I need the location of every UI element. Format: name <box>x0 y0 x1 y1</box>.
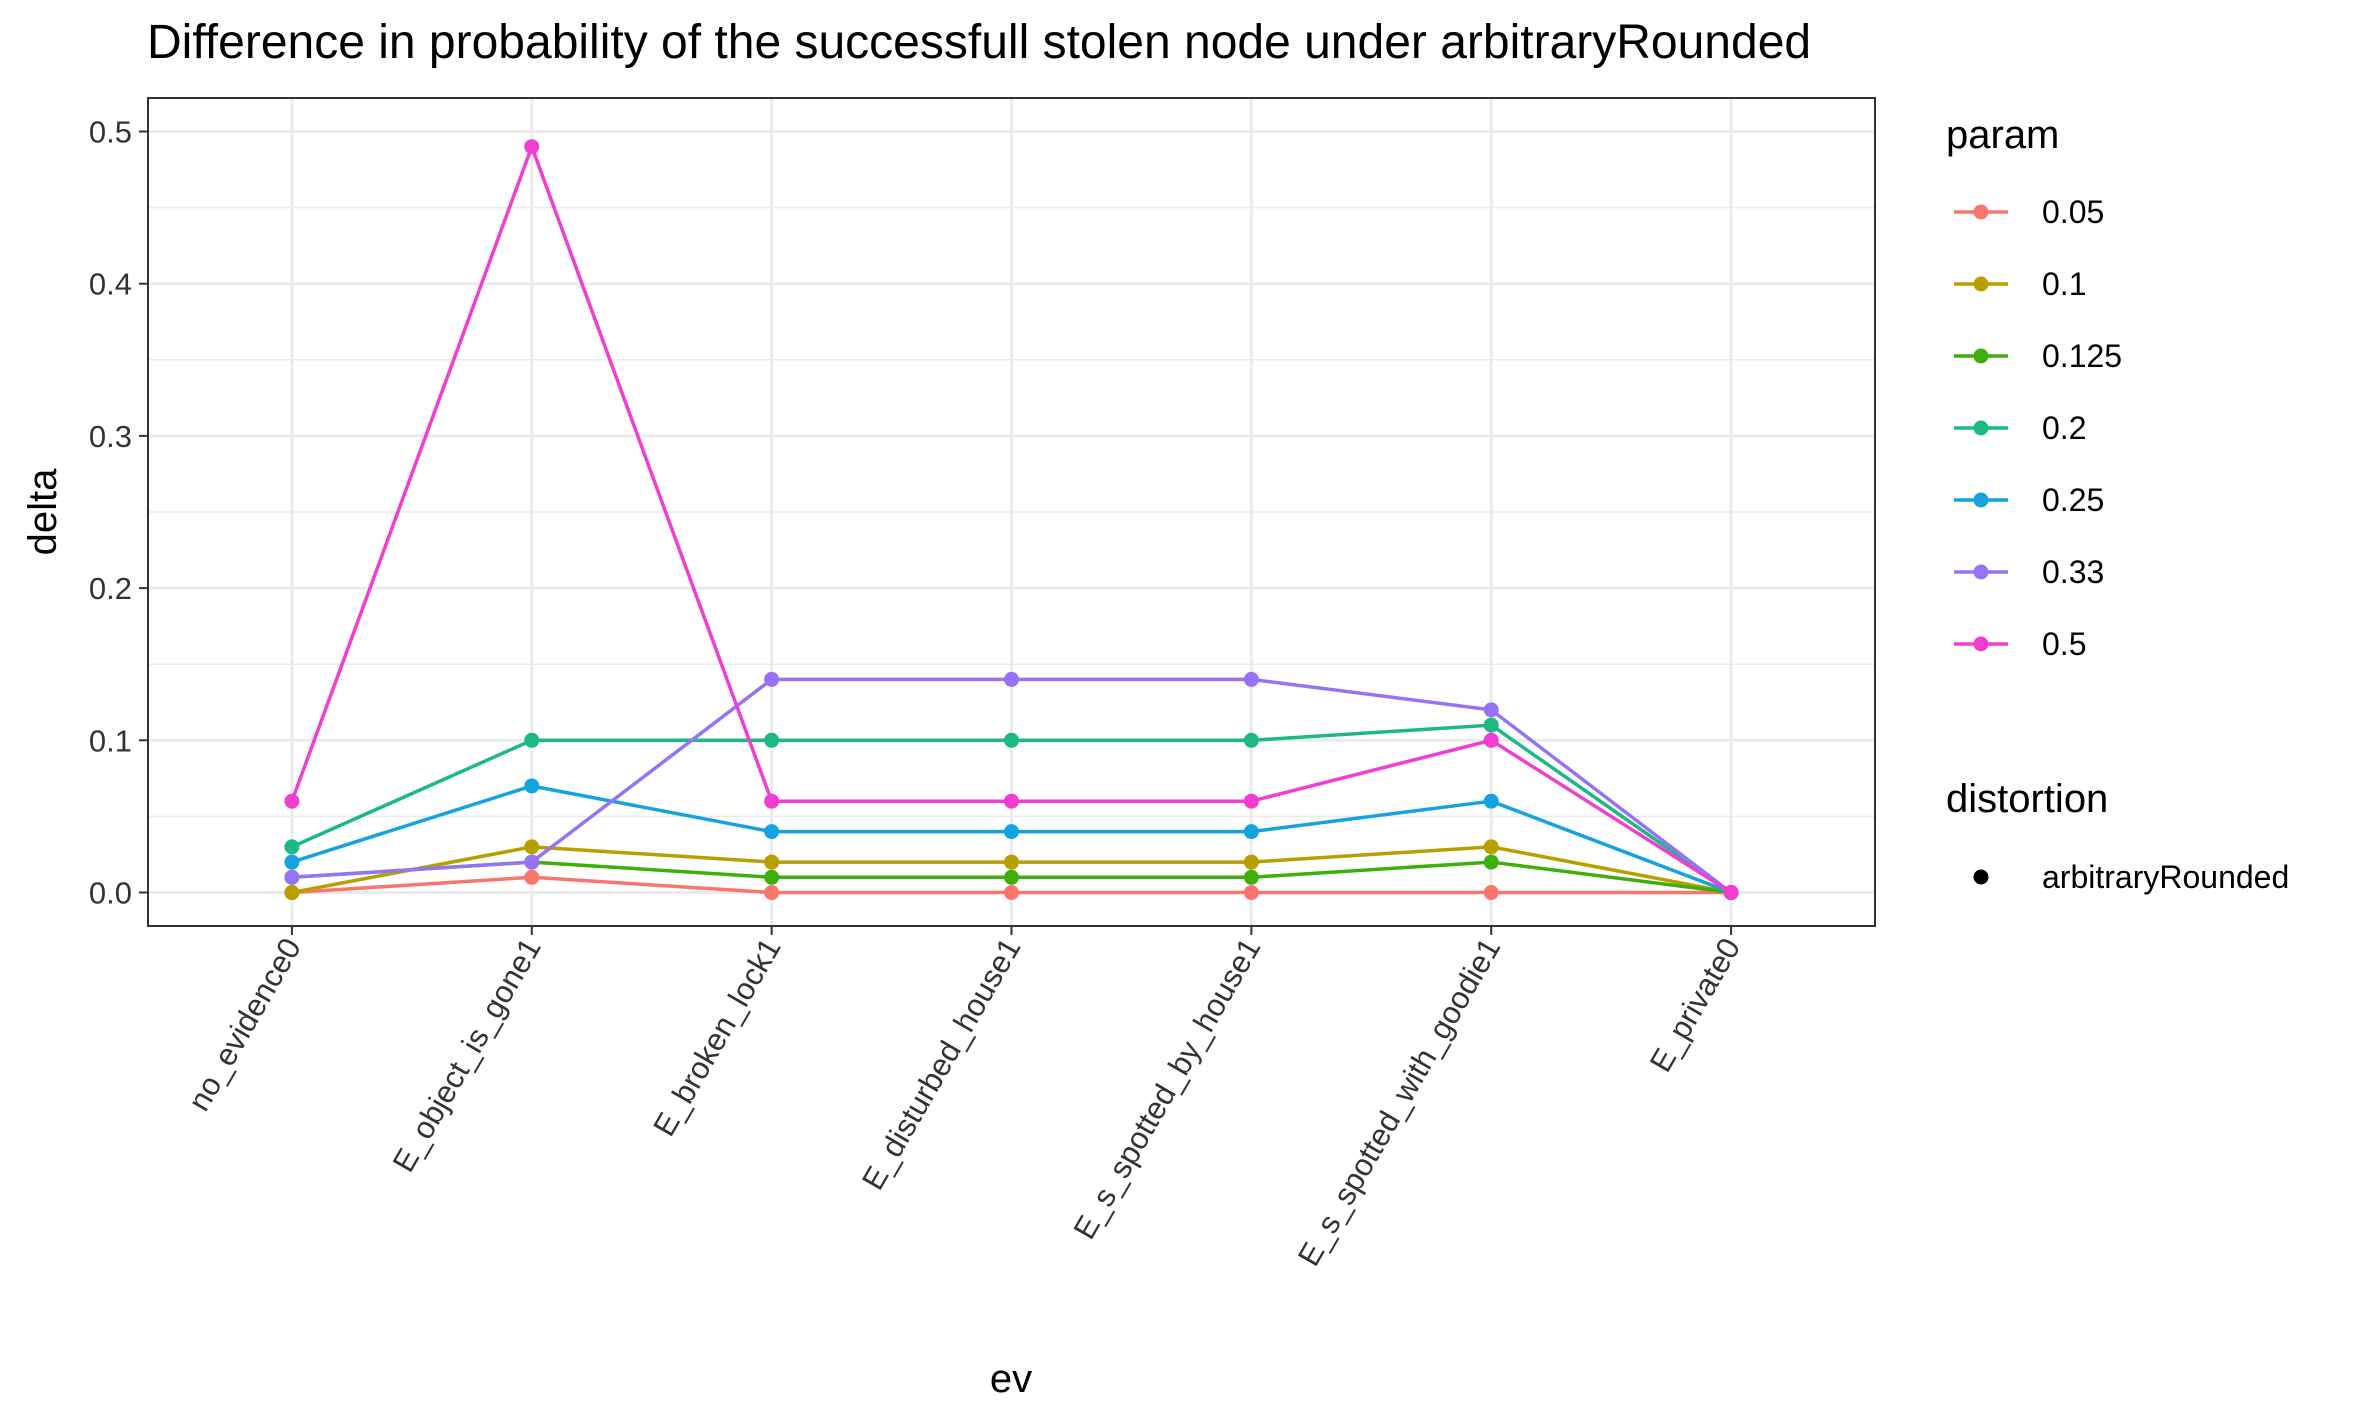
data-point <box>1243 732 1259 748</box>
data-point <box>524 854 540 870</box>
x-tick-label: E_s_spotted_with_goodie1 <box>1291 932 1507 1272</box>
series-layer <box>284 139 1739 901</box>
legend-distortion-items: arbitraryRounded <box>1973 859 2289 895</box>
data-point <box>1004 869 1019 885</box>
grid-major <box>148 98 1875 926</box>
y-tick-label: 0.0 <box>89 876 132 911</box>
legend-param-items: 0.05 0.1 0.125 0.2 0.25 0.33 0.5 <box>1954 194 2122 662</box>
legend-key-point <box>1973 204 1989 220</box>
data-point <box>1004 854 1019 870</box>
x-tick-label: E_broken_lock1 <box>646 932 787 1142</box>
data-point <box>1004 824 1019 840</box>
legend-item: 0.25 <box>1954 482 2104 518</box>
data-point <box>284 885 300 901</box>
legend-label: 0.5 <box>2042 626 2086 662</box>
data-point <box>1483 732 1499 748</box>
legend-key-point <box>1973 276 1989 292</box>
legend-label: 0.125 <box>2042 338 2122 374</box>
y-axis: 0.0 0.1 0.2 0.3 0.4 0.5 <box>89 114 148 911</box>
chart-title: Difference in probability of the success… <box>147 16 1811 69</box>
legend-item: 0.125 <box>1954 338 2122 374</box>
x-axis: no_evidence0 E_object_is_gone1 E_broken_lo… <box>181 926 1747 1272</box>
x-axis-title: ev <box>990 1357 1032 1401</box>
data-point <box>1243 885 1259 901</box>
data-point <box>1243 869 1259 885</box>
legend-key-point <box>1973 348 1989 364</box>
data-point <box>1483 839 1499 855</box>
data-point <box>1243 793 1259 809</box>
data-point <box>524 139 540 155</box>
legend: param 0.05 0.1 0.125 0.2 0.25 0.33 0.5 distort… <box>1946 113 2289 895</box>
data-point <box>764 869 780 885</box>
y-tick-label: 0.1 <box>89 723 132 758</box>
data-point <box>524 778 540 794</box>
x-tick-label: E_private0 <box>1643 932 1747 1078</box>
plot-panel <box>147 97 1876 927</box>
legend-key-point <box>1973 420 1989 436</box>
x-tick-label: no_evidence0 <box>181 932 308 1117</box>
data-point <box>1004 732 1019 748</box>
y-tick-label: 0.4 <box>89 267 132 302</box>
data-point <box>764 671 780 687</box>
legend-label: arbitraryRounded <box>2042 859 2289 895</box>
legend-title-distortion: distortion <box>1946 777 2108 821</box>
y-tick-label: 0.5 <box>89 114 132 149</box>
data-point <box>1483 717 1499 733</box>
legend-item: 0.2 <box>1954 410 2086 446</box>
data-point <box>1243 671 1259 687</box>
legend-label: 0.2 <box>2042 410 2086 446</box>
x-tick-label: E_s_spotted_by_house1 <box>1066 932 1267 1245</box>
data-point <box>284 793 300 809</box>
legend-key-point <box>1973 492 1989 508</box>
data-point <box>1723 885 1739 901</box>
y-tick-label: 0.2 <box>89 571 132 606</box>
data-point <box>764 885 780 901</box>
data-point <box>284 869 300 885</box>
legend-label: 0.33 <box>2042 554 2104 590</box>
data-point <box>764 854 780 870</box>
data-point <box>1004 885 1019 901</box>
data-point <box>1243 854 1259 870</box>
data-point <box>1483 793 1499 809</box>
legend-item-distortion: arbitraryRounded <box>1973 859 2289 895</box>
y-axis-title: delta <box>21 468 65 555</box>
legend-item: 0.33 <box>1954 554 2104 590</box>
y-tick-label: 0.3 <box>89 419 132 454</box>
data-point <box>764 732 780 748</box>
data-point <box>524 869 540 885</box>
legend-key-point <box>1973 869 1989 885</box>
data-point <box>764 793 780 809</box>
legend-item: 0.1 <box>1954 266 2086 302</box>
data-point <box>284 839 300 855</box>
x-tick-label: E_disturbed_house1 <box>855 932 1028 1196</box>
data-point <box>524 732 540 748</box>
data-point <box>1483 854 1499 870</box>
data-point <box>1483 885 1499 901</box>
data-point <box>1004 793 1019 809</box>
legend-label: 0.1 <box>2042 266 2086 302</box>
data-point <box>1243 824 1259 840</box>
data-point <box>1483 702 1499 718</box>
legend-label: 0.05 <box>2042 194 2104 230</box>
data-point <box>524 839 540 855</box>
series-0.5 <box>284 139 1739 901</box>
x-tick-label: E_object_is_gone1 <box>386 932 548 1178</box>
legend-item: 0.05 <box>1954 194 2104 230</box>
legend-item: 0.5 <box>1954 626 2086 662</box>
data-point <box>1004 671 1019 687</box>
legend-key-point <box>1973 636 1989 652</box>
data-point <box>764 824 780 840</box>
legend-label: 0.25 <box>2042 482 2104 518</box>
data-point <box>284 854 300 870</box>
legend-title-param: param <box>1946 113 2059 157</box>
legend-key-point <box>1973 564 1989 580</box>
